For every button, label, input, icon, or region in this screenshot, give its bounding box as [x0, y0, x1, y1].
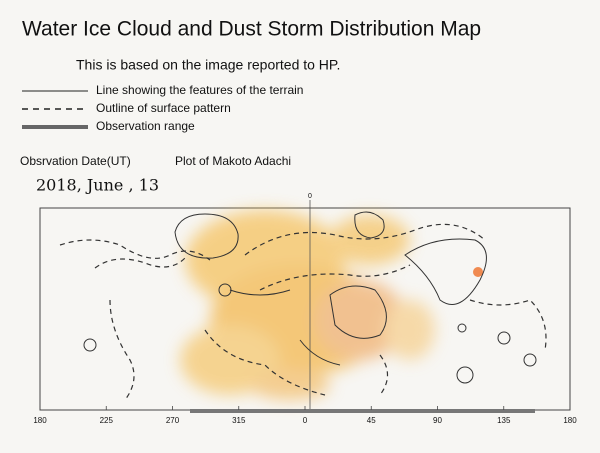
cloud-spot	[473, 267, 483, 277]
legend: Line showing the features of the terrain…	[22, 83, 303, 133]
longitude-label: 180	[563, 416, 577, 425]
longitude-label: 135	[497, 416, 511, 425]
dust-cloud	[180, 210, 435, 400]
legend-label: Observation range	[96, 119, 195, 133]
legend-label: Outline of surface pattern	[96, 101, 231, 115]
subtitle: This is based on the image reported to H…	[76, 57, 340, 73]
observation-date: 2018, June , 13	[36, 176, 159, 195]
longitude-label: 270	[166, 416, 180, 425]
date-label: Obsrvation Date(UT)	[20, 154, 131, 168]
plotter: Plot of Makoto Adachi	[175, 154, 291, 168]
longitude-label: 225	[100, 416, 114, 425]
map: 0 180 225 270 315 0 45 90 135 180	[33, 193, 577, 425]
top-label: 0	[308, 193, 312, 200]
longitude-label: 90	[433, 416, 442, 425]
longitude-label: 0	[303, 416, 308, 425]
title: Water Ice Cloud and Dust Storm Distribut…	[22, 18, 481, 41]
legend-label: Line showing the features of the terrain	[96, 83, 303, 97]
terrain	[83, 211, 537, 384]
longitude-label: 45	[367, 416, 376, 425]
longitude-label: 180	[33, 416, 47, 425]
surface-pattern	[59, 223, 547, 401]
longitude-label: 315	[232, 416, 246, 425]
